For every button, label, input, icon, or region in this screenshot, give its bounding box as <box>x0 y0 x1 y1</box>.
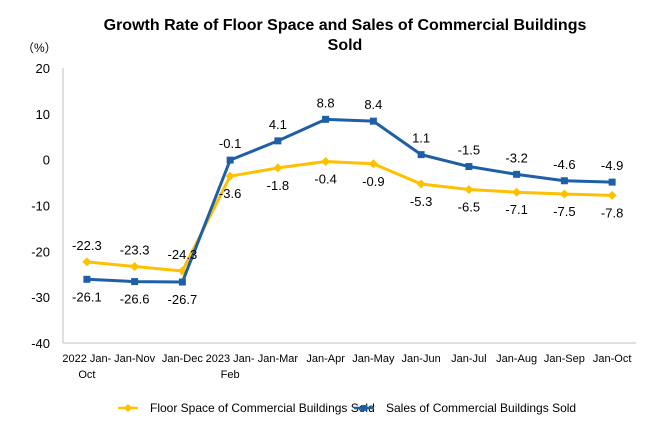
data-point <box>464 184 474 194</box>
legend: Floor Space of Commercial Buildings Sold… <box>118 401 576 415</box>
data-label: 4.1 <box>269 117 287 132</box>
data-label: -5.3 <box>410 194 432 209</box>
y-tick-label: -20 <box>31 244 50 259</box>
data-point <box>225 171 235 181</box>
data-point <box>274 137 282 145</box>
data-label: -3.6 <box>219 186 241 201</box>
data-label: 1.1 <box>412 131 430 146</box>
x-tick-label: Jan-Apr <box>306 353 345 365</box>
x-tick-label: Jan-Jul <box>451 353 486 365</box>
data-label: -24.3 <box>168 247 198 262</box>
data-label: -4.9 <box>601 158 623 173</box>
data-label: -6.5 <box>458 199 480 214</box>
data-point <box>82 257 92 267</box>
y-tick-label: -30 <box>31 290 50 305</box>
data-point <box>369 117 377 125</box>
data-point <box>560 177 568 185</box>
data-point <box>512 187 522 197</box>
data-label: -0.9 <box>362 174 384 189</box>
data-label: -1.5 <box>458 143 480 158</box>
series-line <box>86 160 613 273</box>
data-label: -1.8 <box>267 178 289 193</box>
data-label: -7.1 <box>505 202 527 217</box>
series-layer <box>82 115 617 286</box>
y-tick-label: 10 <box>36 107 50 122</box>
data-point <box>226 156 234 164</box>
data-point <box>416 179 426 189</box>
data-label: -0.1 <box>219 136 241 151</box>
data-point <box>608 178 616 186</box>
legend-marker <box>124 404 132 412</box>
data-label: -0.4 <box>314 172 336 187</box>
legend-item: Floor Space of Commercial Buildings Sold <box>118 401 375 415</box>
data-point <box>607 190 617 200</box>
x-tick-label: Jan-Mar <box>258 353 299 365</box>
series-sales <box>83 115 616 286</box>
data-point <box>417 151 425 159</box>
data-label: -23.3 <box>120 242 150 257</box>
y-tick-label: -10 <box>31 199 50 214</box>
y-tick-label: 0 <box>43 153 50 168</box>
data-point <box>131 278 139 286</box>
data-point <box>513 170 521 178</box>
data-point <box>559 189 569 199</box>
y-axis-unit-label: （%） <box>22 41 57 55</box>
data-label: 8.8 <box>317 95 335 110</box>
data-point <box>465 163 473 171</box>
data-point <box>178 278 186 286</box>
x-tick-label: 2023 Jan-Feb <box>206 353 255 381</box>
chart-title: Growth Rate of Floor Space and Sales of … <box>104 17 587 54</box>
legend-item: Sales of Commercial Buildings Sold <box>354 401 576 415</box>
data-point <box>321 157 331 166</box>
data-point <box>368 159 378 169</box>
data-point <box>322 115 330 123</box>
data-label: -26.6 <box>120 292 150 307</box>
series-line <box>86 117 613 284</box>
data-label: -26.1 <box>72 289 102 304</box>
series-floor-space <box>82 157 617 276</box>
data-point <box>273 163 283 173</box>
x-tick-label: Jan-May <box>352 353 395 365</box>
data-label: -26.7 <box>168 292 198 307</box>
x-tick-label: 2022 Jan-Oct <box>62 353 111 381</box>
data-labels-layer: -22.3 -23.3 -24.3 -3.6 -1.8 -0.4 -0.9 -5.3 -6.5 -… <box>72 95 623 307</box>
y-tick-label: 20 <box>36 61 50 76</box>
data-label: -7.5 <box>553 204 575 219</box>
legend-label: Floor Space of Commercial Buildings Sold <box>150 401 375 415</box>
x-tick-label: Jan-Sep <box>544 353 585 365</box>
x-tick-label: Jan-Nov <box>114 353 155 365</box>
data-label: -22.3 <box>72 238 102 253</box>
legend-label: Sales of Commercial Buildings Sold <box>386 401 576 415</box>
x-tick-label: Jan-Aug <box>496 353 537 365</box>
legend-marker <box>361 405 367 411</box>
x-tick-label: Jan-Oct <box>593 353 632 365</box>
x-tick-label: Jan-Jun <box>402 353 441 365</box>
data-label: 8.4 <box>364 97 382 112</box>
x-tick-label: Jan-Dec <box>162 353 203 365</box>
data-label: -3.2 <box>505 150 527 165</box>
data-label: -4.6 <box>553 157 575 172</box>
y-tick-label: -40 <box>31 336 50 351</box>
data-point <box>130 261 140 271</box>
data-label: -7.8 <box>601 205 623 220</box>
data-point <box>83 275 91 283</box>
